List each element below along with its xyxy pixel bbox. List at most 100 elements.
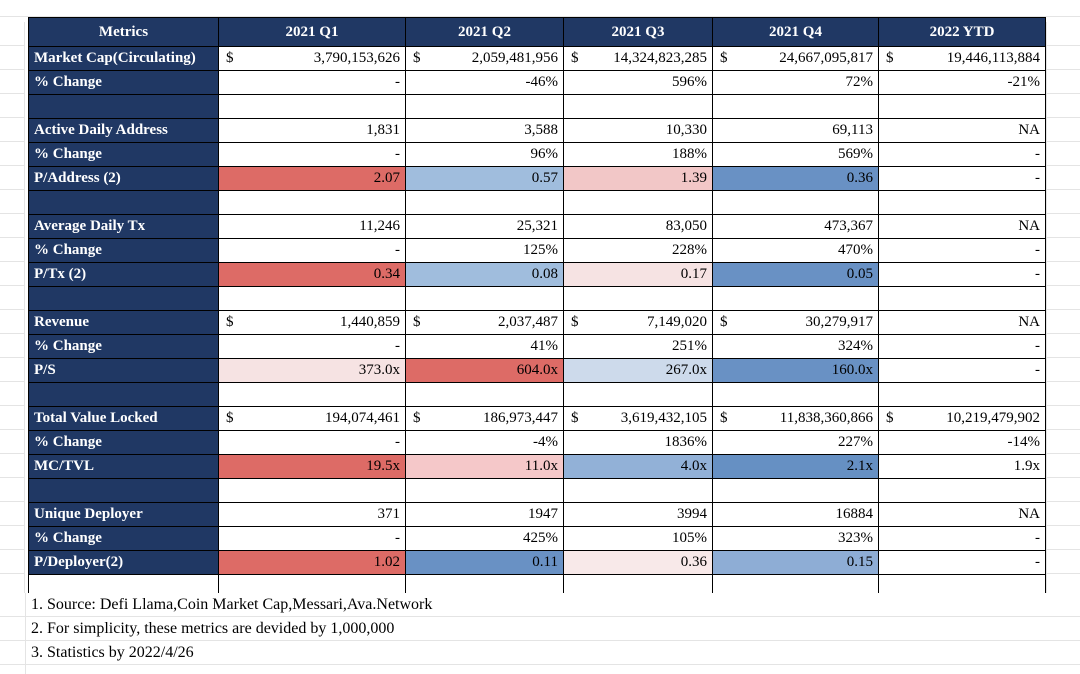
- table-cell[interactable]: 473,367: [712, 214, 879, 239]
- row-label-empty[interactable]: [28, 574, 219, 594]
- table-cell[interactable]: 0.17: [563, 262, 713, 287]
- table-cell[interactable]: 3,588: [405, 118, 564, 143]
- table-cell[interactable]: -: [218, 334, 406, 359]
- table-cell[interactable]: 251%: [563, 334, 713, 359]
- table-cell[interactable]: $11,838,360,866: [712, 406, 879, 431]
- row-label-mc-tvl[interactable]: MC/TVL: [28, 454, 219, 479]
- table-cell[interactable]: 323%: [712, 526, 879, 551]
- table-cell[interactable]: 10,330: [563, 118, 713, 143]
- table-cell[interactable]: [878, 382, 1046, 407]
- table-cell[interactable]: $194,074,461: [218, 406, 406, 431]
- table-cell[interactable]: $7,149,020: [563, 310, 713, 335]
- table-cell[interactable]: [563, 574, 713, 594]
- row-label-change[interactable]: % Change: [28, 238, 219, 263]
- table-cell[interactable]: 604.0x: [405, 358, 564, 383]
- column-header-2021-q2[interactable]: 2021 Q2: [405, 17, 564, 47]
- table-cell[interactable]: [563, 286, 713, 311]
- row-label-empty[interactable]: [28, 478, 219, 503]
- table-cell[interactable]: $19,446,113,884: [878, 46, 1046, 71]
- table-cell[interactable]: 0.08: [405, 262, 564, 287]
- row-label-change[interactable]: % Change: [28, 430, 219, 455]
- table-cell[interactable]: [405, 94, 564, 119]
- table-cell[interactable]: [405, 382, 564, 407]
- table-cell[interactable]: 105%: [563, 526, 713, 551]
- row-label-change[interactable]: % Change: [28, 70, 219, 95]
- table-cell[interactable]: -: [218, 70, 406, 95]
- table-cell[interactable]: [712, 190, 879, 215]
- table-cell[interactable]: -: [878, 166, 1046, 191]
- table-cell[interactable]: 0.57: [405, 166, 564, 191]
- table-cell[interactable]: [405, 286, 564, 311]
- row-label-p-tx-2[interactable]: P/Tx (2): [28, 262, 219, 287]
- table-cell[interactable]: 0.34: [218, 262, 406, 287]
- table-cell[interactable]: 1.39: [563, 166, 713, 191]
- table-cell[interactable]: [878, 94, 1046, 119]
- table-cell[interactable]: 19.5x: [218, 454, 406, 479]
- table-cell[interactable]: [405, 574, 564, 594]
- table-cell[interactable]: [878, 574, 1046, 594]
- table-cell[interactable]: [405, 478, 564, 503]
- table-cell[interactable]: $1,440,859: [218, 310, 406, 335]
- table-cell[interactable]: 25,321: [405, 214, 564, 239]
- table-cell[interactable]: -46%: [405, 70, 564, 95]
- table-cell[interactable]: $3,619,432,105: [563, 406, 713, 431]
- table-cell[interactable]: 324%: [712, 334, 879, 359]
- table-cell[interactable]: 96%: [405, 142, 564, 167]
- table-cell[interactable]: 0.36: [712, 166, 879, 191]
- table-cell[interactable]: [712, 94, 879, 119]
- table-cell[interactable]: $24,667,095,817: [712, 46, 879, 71]
- table-cell[interactable]: [878, 190, 1046, 215]
- table-cell[interactable]: -21%: [878, 70, 1046, 95]
- table-cell[interactable]: $2,059,481,956: [405, 46, 564, 71]
- table-cell[interactable]: 1836%: [563, 430, 713, 455]
- row-label-unique-deployer[interactable]: Unique Deployer: [28, 502, 219, 527]
- table-cell[interactable]: -: [218, 430, 406, 455]
- table-cell[interactable]: [712, 382, 879, 407]
- row-label-market-cap-circulating[interactable]: Market Cap(Circulating): [28, 46, 219, 71]
- table-cell[interactable]: 83,050: [563, 214, 713, 239]
- table-cell[interactable]: 228%: [563, 238, 713, 263]
- table-cell[interactable]: 0.36: [563, 550, 713, 575]
- table-cell[interactable]: NA: [878, 502, 1046, 527]
- table-cell[interactable]: 2.1x: [712, 454, 879, 479]
- table-cell[interactable]: $10,219,479,902: [878, 406, 1046, 431]
- row-label-empty[interactable]: [28, 190, 219, 215]
- table-cell[interactable]: $30,279,917: [712, 310, 879, 335]
- table-cell[interactable]: 569%: [712, 142, 879, 167]
- table-cell[interactable]: $14,324,823,285: [563, 46, 713, 71]
- table-cell[interactable]: 41%: [405, 334, 564, 359]
- column-header-2022-ytd[interactable]: 2022 YTD: [878, 17, 1046, 47]
- row-label-p-address-2[interactable]: P/Address (2): [28, 166, 219, 191]
- table-cell[interactable]: 11.0x: [405, 454, 564, 479]
- table-cell[interactable]: 69,113: [712, 118, 879, 143]
- table-cell[interactable]: 373.0x: [218, 358, 406, 383]
- table-cell[interactable]: 1947: [405, 502, 564, 527]
- table-cell[interactable]: [218, 190, 406, 215]
- table-cell[interactable]: 371: [218, 502, 406, 527]
- table-cell[interactable]: 227%: [712, 430, 879, 455]
- table-cell[interactable]: $3,790,153,626: [218, 46, 406, 71]
- table-cell[interactable]: 267.0x: [563, 358, 713, 383]
- table-cell[interactable]: $2,037,487: [405, 310, 564, 335]
- table-cell[interactable]: -: [878, 550, 1046, 575]
- table-cell[interactable]: -: [878, 526, 1046, 551]
- table-cell[interactable]: [712, 286, 879, 311]
- table-cell[interactable]: [563, 382, 713, 407]
- column-header-2021-q4[interactable]: 2021 Q4: [712, 17, 879, 47]
- row-label-empty[interactable]: [28, 94, 219, 119]
- table-cell[interactable]: 425%: [405, 526, 564, 551]
- table-cell[interactable]: [218, 94, 406, 119]
- table-cell[interactable]: 11,246: [218, 214, 406, 239]
- table-cell[interactable]: NA: [878, 214, 1046, 239]
- table-cell[interactable]: [563, 94, 713, 119]
- table-cell[interactable]: [405, 190, 564, 215]
- row-label-revenue[interactable]: Revenue: [28, 310, 219, 335]
- table-cell[interactable]: NA: [878, 118, 1046, 143]
- table-cell[interactable]: [563, 478, 713, 503]
- row-label-change[interactable]: % Change: [28, 526, 219, 551]
- table-cell[interactable]: 72%: [712, 70, 879, 95]
- table-cell[interactable]: -: [218, 142, 406, 167]
- table-cell[interactable]: -: [878, 334, 1046, 359]
- table-cell[interactable]: 2.07: [218, 166, 406, 191]
- table-cell[interactable]: -14%: [878, 430, 1046, 455]
